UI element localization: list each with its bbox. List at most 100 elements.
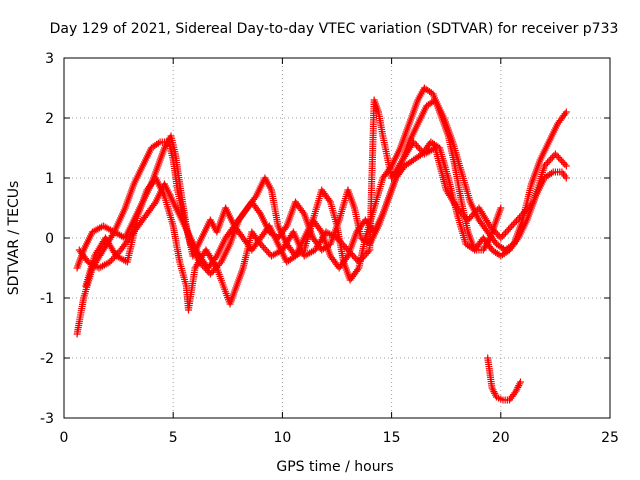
data-point xyxy=(350,253,358,261)
data-point xyxy=(355,258,363,266)
data-point xyxy=(491,227,499,235)
data-point xyxy=(358,255,366,263)
data-point xyxy=(540,162,548,170)
chart-title: Day 129 of 2021, Sidereal Day-to-day VTE… xyxy=(50,21,619,37)
data-point xyxy=(216,260,224,268)
data-point xyxy=(551,150,559,158)
data-point xyxy=(519,210,527,218)
data-point xyxy=(528,200,536,208)
y-tick-label: 3 xyxy=(45,51,54,67)
data-point xyxy=(263,247,271,255)
series-track-e xyxy=(484,354,524,404)
data-point xyxy=(352,255,360,263)
data-point xyxy=(520,208,528,216)
y-axis-label: SDTVAR / TECUs xyxy=(6,181,22,296)
data-point xyxy=(505,225,513,233)
data-point xyxy=(522,207,530,215)
data-point xyxy=(542,160,550,168)
y-tick-label: 0 xyxy=(45,231,54,247)
data-point xyxy=(258,242,266,250)
data-point xyxy=(458,209,466,217)
axis-ticks: 0 5 10 15 20 25 -3 -2 -1 0 1 2 3 xyxy=(40,51,619,446)
data-point xyxy=(417,147,425,155)
data-point xyxy=(470,209,478,217)
data-point xyxy=(561,110,569,118)
x-tick-label: 15 xyxy=(383,430,401,446)
series-track-c xyxy=(75,96,570,272)
data-point xyxy=(354,266,362,274)
data-point xyxy=(347,249,355,257)
data-point xyxy=(282,224,290,232)
data-point xyxy=(461,213,469,221)
data-point xyxy=(562,108,570,116)
data-point xyxy=(106,258,114,266)
data-point xyxy=(299,208,307,216)
data-point xyxy=(349,251,357,259)
data-point xyxy=(333,234,341,242)
data-point xyxy=(150,200,158,208)
data-point xyxy=(500,231,508,239)
y-tick-label: -3 xyxy=(40,411,54,427)
data-point xyxy=(506,224,514,232)
data-point xyxy=(545,157,553,165)
data-point xyxy=(455,206,463,214)
data-point xyxy=(356,256,364,264)
data-point xyxy=(453,204,461,212)
data-point xyxy=(364,248,372,256)
data-point xyxy=(336,237,344,245)
data-point xyxy=(486,222,494,230)
data-point xyxy=(555,153,563,161)
data-point xyxy=(503,227,511,235)
data-point xyxy=(497,234,505,242)
y-tick-label: -1 xyxy=(40,291,54,307)
data-point xyxy=(255,208,263,216)
data-point xyxy=(342,244,350,252)
data-point xyxy=(341,243,349,251)
data-point xyxy=(509,220,517,228)
data-point xyxy=(208,268,216,276)
data-point xyxy=(501,229,509,237)
data-point xyxy=(508,222,516,230)
x-tick-label: 25 xyxy=(601,430,619,446)
data-point xyxy=(492,229,500,237)
data-point xyxy=(325,196,333,204)
data-point xyxy=(464,216,472,224)
data-point xyxy=(517,212,525,220)
series-track-d xyxy=(82,96,570,314)
data-point xyxy=(556,155,564,163)
x-tick-label: 20 xyxy=(492,430,510,446)
x-tick-label: 0 xyxy=(60,430,69,446)
data-point xyxy=(251,194,259,202)
x-tick-label: 5 xyxy=(169,430,178,446)
data-point xyxy=(411,140,419,148)
data-point xyxy=(409,138,417,146)
data-point xyxy=(487,224,495,232)
data-point xyxy=(360,253,368,261)
data-point xyxy=(516,378,524,386)
data-point xyxy=(316,226,324,234)
data-point xyxy=(511,219,519,227)
data-point xyxy=(261,245,269,253)
data-point xyxy=(345,248,353,256)
data-point xyxy=(456,207,464,215)
data-point xyxy=(562,174,570,182)
y-tick-label: -2 xyxy=(40,351,54,367)
data-point xyxy=(494,231,502,239)
x-tick-label: 10 xyxy=(273,430,291,446)
data-point xyxy=(523,205,531,213)
data-point xyxy=(498,232,506,240)
data-point xyxy=(544,159,552,167)
data-point xyxy=(548,153,556,161)
data-point xyxy=(206,270,214,278)
data-point xyxy=(525,203,533,211)
data-point xyxy=(363,249,371,257)
data-point xyxy=(459,211,467,219)
data-point xyxy=(497,204,505,212)
data-points xyxy=(73,84,570,404)
y-tick-label: 2 xyxy=(45,111,54,127)
data-point xyxy=(553,152,561,160)
data-point xyxy=(547,155,555,163)
data-point xyxy=(512,217,520,225)
data-point xyxy=(257,240,265,248)
